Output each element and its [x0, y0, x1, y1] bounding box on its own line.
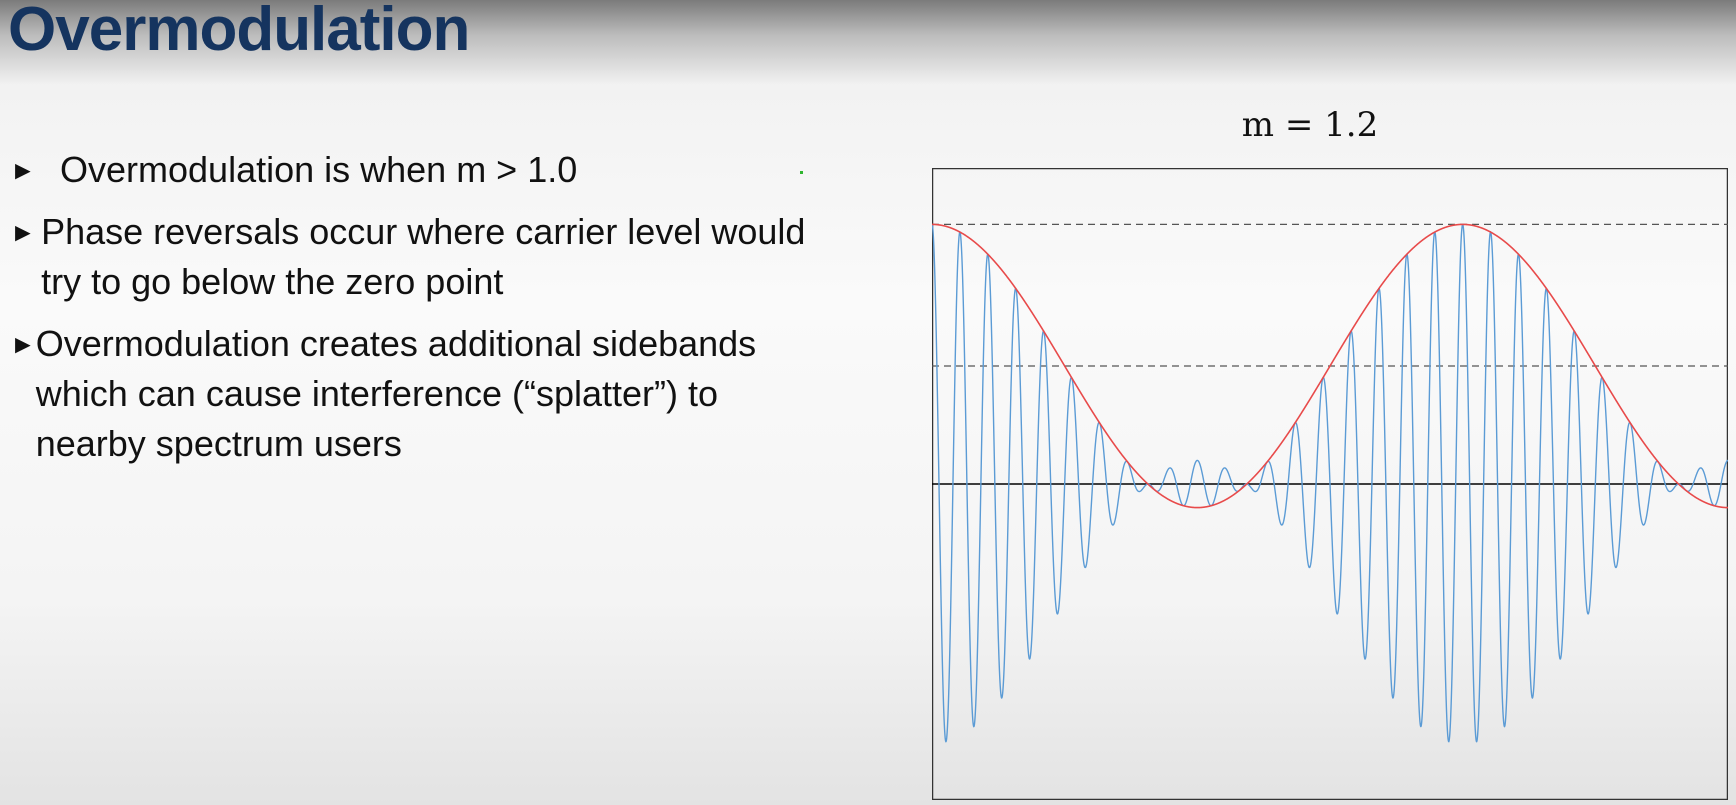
bullet-item: ► Overmodulation is when m > 1.0 — [10, 145, 810, 195]
bullet-text: Phase reversals occur where carrier leve… — [41, 211, 806, 302]
bullet-list: ► Overmodulation is when m > 1.0 ► Phase… — [10, 145, 810, 481]
bullet-item: ► Phase reversals occur where carrier le… — [10, 207, 810, 307]
bullet-arrow-icon: ► — [10, 217, 36, 247]
slide-title: Overmodulation — [8, 0, 470, 64]
bullet-text: Overmodulation creates additional sideba… — [35, 323, 757, 464]
bullet-arrow-icon: ► — [10, 155, 36, 185]
bullet-text: Overmodulation is when m > 1.0 — [60, 149, 578, 190]
overmodulation-waveform-graph — [932, 168, 1728, 800]
bullet-arrow-icon: ► — [10, 329, 36, 359]
stray-dot — [800, 171, 803, 174]
bullet-item: ► Overmodulation creates additional side… — [10, 319, 810, 469]
modulation-envelope-curve — [932, 223, 1728, 509]
modulated-carrier-curve — [932, 223, 1728, 743]
graph-title: m = 1.2 — [1241, 105, 1379, 145]
